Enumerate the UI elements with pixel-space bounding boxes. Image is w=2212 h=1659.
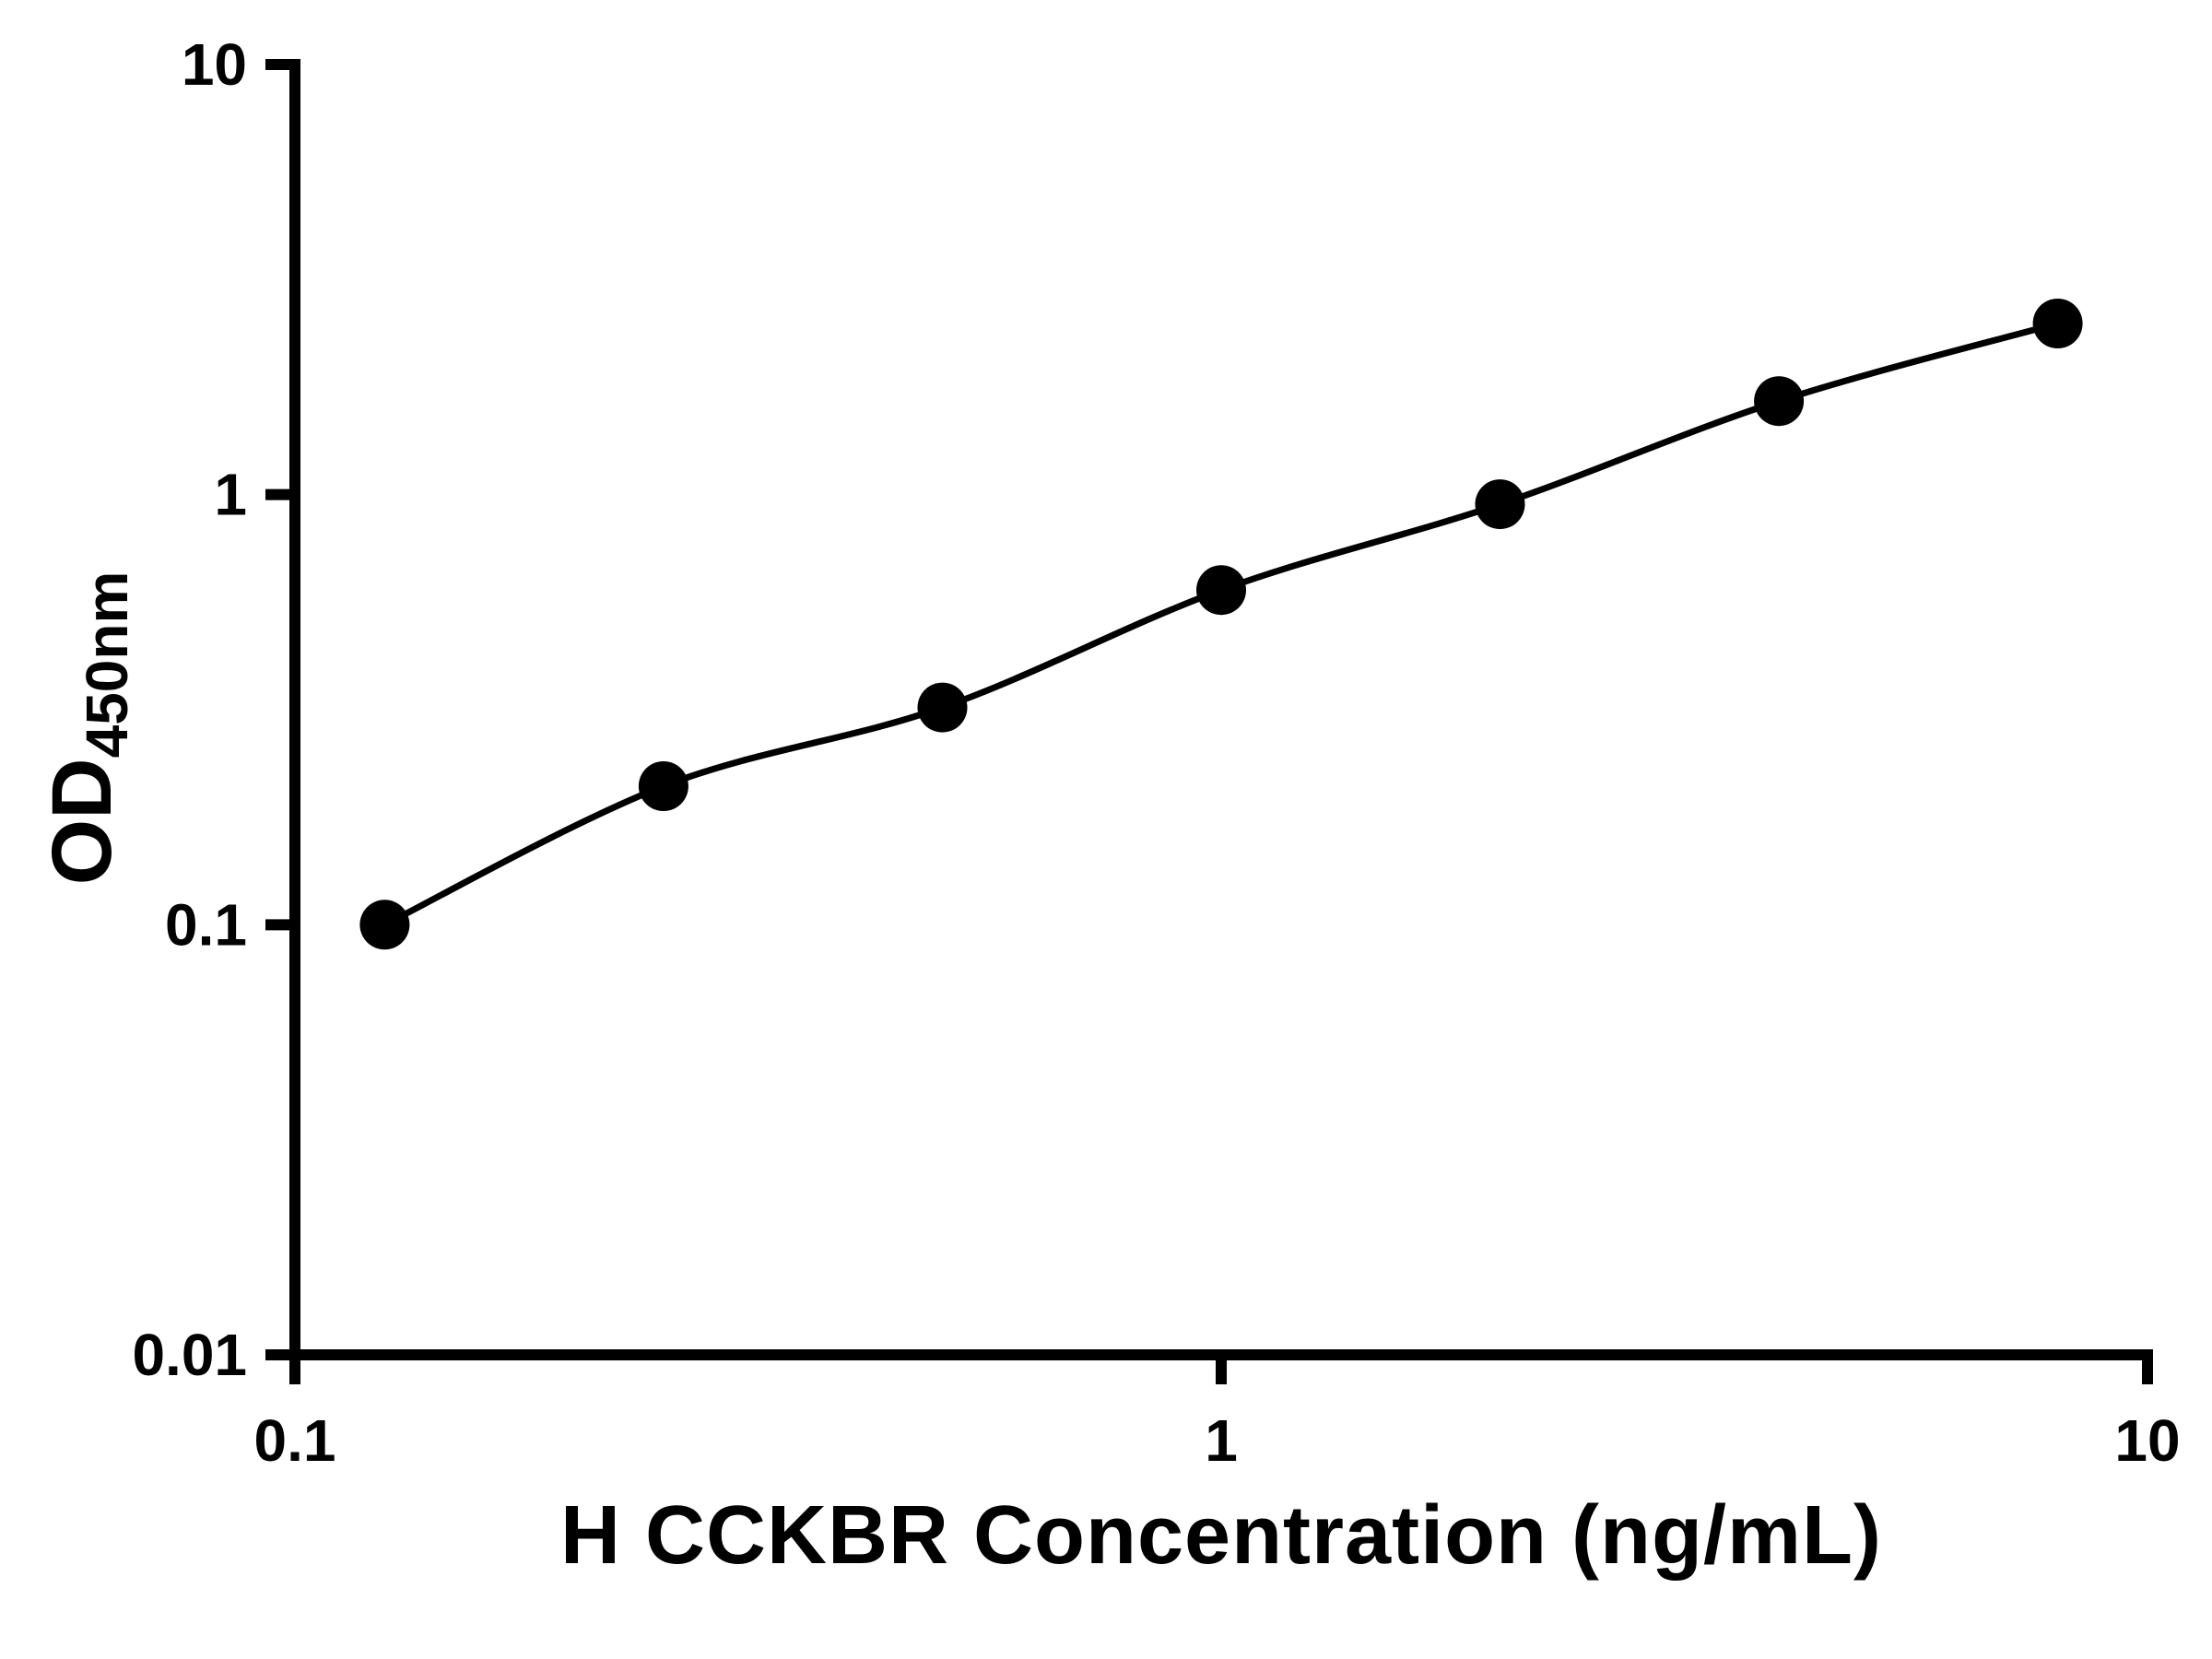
x-tick-label: 0.1 [254, 1407, 336, 1474]
y-tick-label: 0.01 [132, 1322, 247, 1388]
data-point [1475, 479, 1525, 530]
x-axis-title: H CCKBR Concentration (ng/mL) [560, 1489, 1882, 1582]
y-tick-label: 10 [182, 31, 247, 98]
y-tick-label: 0.1 [165, 891, 247, 958]
fit-line [382, 320, 2059, 928]
data-point [2032, 299, 2083, 348]
y-axis-title: OD450nm [34, 571, 141, 886]
y-axis-title-subscript: 450nm [73, 571, 140, 759]
data-point [1196, 565, 1246, 616]
x-tick-label: 10 [2114, 1407, 2180, 1474]
data-point [917, 682, 968, 733]
data-point [638, 761, 688, 811]
data-point [359, 900, 410, 950]
data-point [1754, 376, 1805, 427]
x-tick-label: 1 [1205, 1407, 1238, 1474]
y-axis-title-main: OD [35, 758, 130, 886]
y-tick-label: 1 [214, 462, 247, 528]
